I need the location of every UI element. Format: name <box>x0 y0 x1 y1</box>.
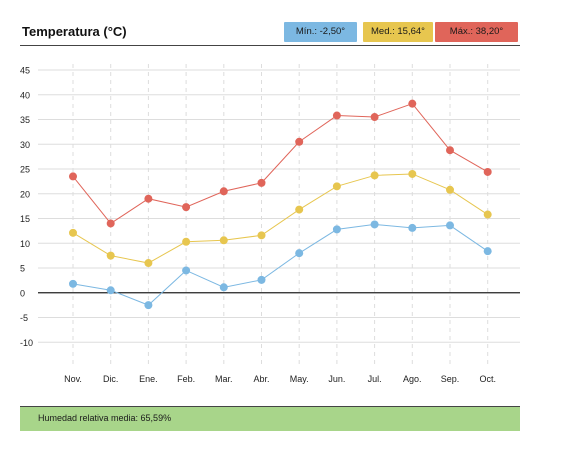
y-tick-label: 35 <box>20 115 30 125</box>
data-point-med <box>483 210 492 219</box>
data-point-mx <box>182 203 191 212</box>
data-point-med <box>295 205 304 214</box>
y-tick-label: 25 <box>20 165 30 175</box>
data-point-mn <box>295 249 304 258</box>
data-point-mn <box>370 220 379 229</box>
data-point-med <box>106 251 115 260</box>
data-point-mx <box>408 99 417 108</box>
y-tick-label: 5 <box>20 264 25 274</box>
y-tick-label: 20 <box>20 189 30 199</box>
header-divider <box>20 45 520 46</box>
data-point-mx <box>483 167 492 176</box>
y-tick-label: 10 <box>20 239 30 249</box>
data-point-mx <box>370 113 379 122</box>
humidity-footer: Humedad relativa media: 65,59% <box>20 406 520 431</box>
data-point-mn <box>144 301 153 310</box>
x-tick-label: Ene. <box>139 374 158 384</box>
chart-header: Temperatura (°C) Mín.: -2,50° Med.: 15,6… <box>20 18 520 46</box>
data-point-med <box>69 228 77 237</box>
data-point-mx <box>219 187 228 196</box>
data-point-mn <box>408 223 417 232</box>
x-tick-label: Ago. <box>403 374 422 384</box>
data-point-med <box>219 236 228 245</box>
max-temperature-badge: Máx.: 38,20° <box>435 22 518 42</box>
y-tick-label: 0 <box>20 288 25 298</box>
data-point-mx <box>257 178 266 187</box>
x-tick-label: Feb. <box>177 374 195 384</box>
y-tick-label: -5 <box>20 313 28 323</box>
data-point-med <box>446 185 454 194</box>
data-point-med <box>144 259 153 268</box>
data-point-mn <box>69 279 77 288</box>
data-point-mn <box>332 225 341 234</box>
data-point-med <box>332 182 341 191</box>
x-tick-label: Abr. <box>253 374 269 384</box>
data-point-med <box>182 237 191 246</box>
x-tick-label: Jun. <box>328 374 345 384</box>
humidity-text: Humedad relativa media: 65,59% <box>38 413 172 423</box>
data-point-mx <box>106 219 115 228</box>
x-tick-label: Dic. <box>103 374 119 384</box>
y-tick-label: -10 <box>20 338 33 348</box>
mean-temperature-badge: Med.: 15,64° <box>363 22 433 42</box>
series-line-med <box>72 173 488 264</box>
y-tick-label: 15 <box>20 214 30 224</box>
data-point-med <box>257 231 266 240</box>
x-tick-label: Sep. <box>441 374 460 384</box>
y-tick-label: 30 <box>20 140 30 150</box>
data-point-mx <box>332 111 341 120</box>
data-point-med <box>370 171 379 180</box>
data-point-mn <box>219 283 228 292</box>
chart-title: Temperatura (°C) <box>22 24 127 39</box>
data-point-mn <box>106 286 115 295</box>
data-point-mn <box>257 275 266 284</box>
data-point-mx <box>144 194 153 203</box>
x-tick-label: Jul. <box>368 374 382 384</box>
data-point-mx <box>69 172 77 181</box>
x-tick-label: May. <box>290 374 309 384</box>
data-point-mn <box>446 221 454 230</box>
x-tick-label: Nov. <box>64 374 82 384</box>
min-temperature-badge: Mín.: -2,50° <box>284 22 357 42</box>
series-line-mn <box>72 223 488 306</box>
data-point-mn <box>483 247 492 256</box>
data-point-mx <box>446 146 454 155</box>
x-tick-label: Mar. <box>215 374 233 384</box>
data-point-mx <box>295 137 304 146</box>
series-line-mx <box>72 103 488 225</box>
data-point-med <box>408 169 417 178</box>
x-tick-label: Oct. <box>479 374 496 384</box>
temperature-line-chart: 45 40 35 30 25 20 15 10 5 0 -5 -10 Nov. Dic. Ene. Feb. M… <box>20 64 520 384</box>
data-point-mn <box>182 266 191 275</box>
y-tick-label: 45 <box>20 66 30 76</box>
y-tick-label: 40 <box>20 90 30 100</box>
